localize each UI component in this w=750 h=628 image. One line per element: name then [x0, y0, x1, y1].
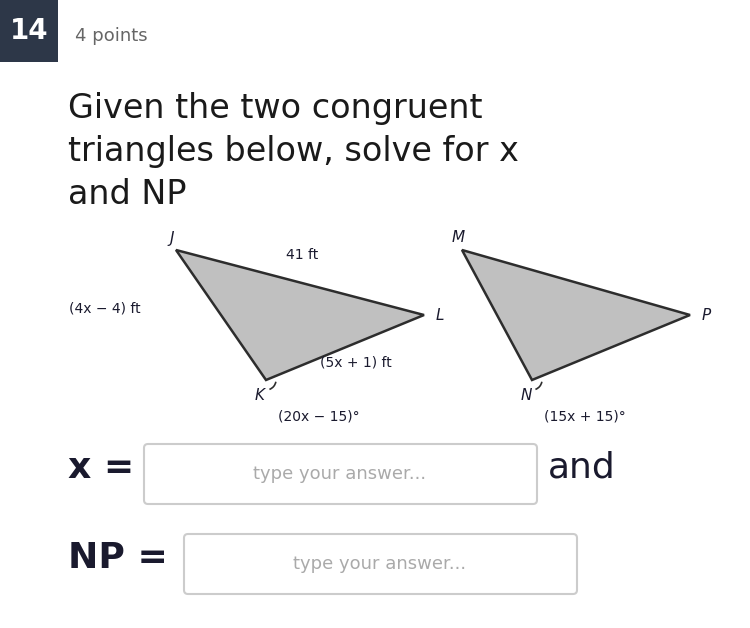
Text: N: N	[520, 389, 532, 404]
Text: 41 ft: 41 ft	[286, 248, 318, 262]
Text: K: K	[255, 387, 265, 403]
Text: x =: x =	[68, 451, 134, 485]
Text: 14: 14	[10, 17, 48, 45]
FancyBboxPatch shape	[144, 444, 537, 504]
FancyBboxPatch shape	[0, 0, 58, 62]
Text: triangles below, solve for x: triangles below, solve for x	[68, 135, 519, 168]
Text: (5x + 1) ft: (5x + 1) ft	[320, 355, 392, 369]
Text: (15x + 15)°: (15x + 15)°	[544, 410, 626, 424]
Polygon shape	[462, 250, 690, 380]
Text: NP =: NP =	[68, 541, 168, 575]
Text: (20x − 15)°: (20x − 15)°	[278, 410, 360, 424]
Text: P: P	[701, 308, 711, 323]
Text: and: and	[548, 451, 616, 485]
Text: (4x − 4) ft: (4x − 4) ft	[69, 301, 141, 315]
Text: and NP: and NP	[68, 178, 187, 211]
Text: L: L	[436, 308, 444, 323]
FancyBboxPatch shape	[184, 534, 577, 594]
Text: type your answer...: type your answer...	[293, 555, 466, 573]
Text: type your answer...: type your answer...	[254, 465, 427, 483]
Text: Given the two congruent: Given the two congruent	[68, 92, 482, 125]
Text: J: J	[170, 230, 174, 246]
Polygon shape	[176, 250, 424, 380]
Text: 4 points: 4 points	[75, 27, 148, 45]
Text: M: M	[452, 230, 464, 246]
